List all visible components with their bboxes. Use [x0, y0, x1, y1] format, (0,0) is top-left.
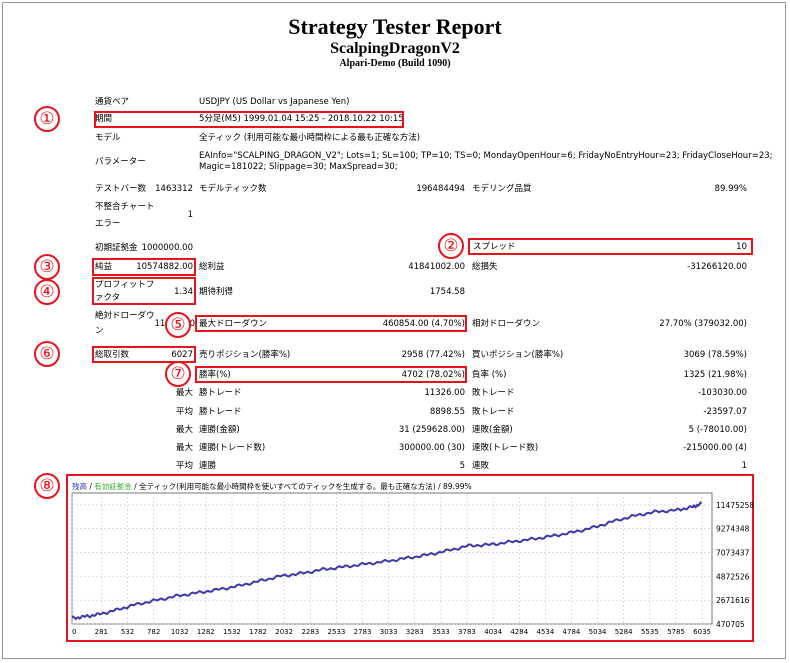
- max-cons-label-2: 最大: [175, 443, 193, 453]
- deposit-value: 1000000.00: [141, 243, 193, 253]
- highlight-total-trades: [92, 346, 196, 363]
- marker-8: ⑧: [34, 473, 60, 499]
- symbol-value: USDJPY (US Dollar vs Japanese Yen): [199, 97, 350, 107]
- model-value: 全ティック (利用可能な最小時間枠による最も正確な方法): [199, 133, 421, 143]
- marker-6: ⑥: [34, 341, 60, 367]
- max-dd-label: 最大ドローダウン: [199, 319, 268, 329]
- pf-label-1: プロフィットフ: [95, 280, 155, 290]
- pf-label-2: ァクタ: [95, 293, 121, 303]
- avg-cons-wins-label: 連勝: [199, 461, 217, 471]
- avg-loss-label: 敗トレード: [472, 407, 515, 417]
- highlight-win-rate: [195, 366, 467, 383]
- total-trades-label: 総取引数: [95, 350, 130, 360]
- params-value-line2: Magic=181022; Slippage=30; MaxSpread=30;: [199, 162, 398, 172]
- marker-4: ④: [34, 279, 60, 305]
- average-label: 平均: [175, 407, 193, 417]
- max-dd-value: 460854.00 (4.70%): [382, 319, 465, 329]
- short-value: 2958 (77.42%): [401, 350, 465, 360]
- expected-payoff-value: 1754.58: [429, 287, 465, 297]
- avg-win-value: 8898.55: [429, 407, 465, 417]
- net-value: 10574882.00: [136, 262, 193, 272]
- params-label: パラメーター: [95, 157, 146, 167]
- loss-rate-value: 1325 (21.98%): [683, 370, 747, 380]
- spread-value: 10: [736, 242, 747, 252]
- highlight-pf: [92, 277, 196, 305]
- largest-win-value: 11326.00: [424, 388, 465, 398]
- expected-payoff-label: 期待利得: [199, 287, 234, 297]
- bars-label: テストバー数: [95, 184, 147, 194]
- long-value: 3069 (78.59%): [683, 350, 747, 360]
- largest-label: 最大: [175, 388, 193, 398]
- marker-1: ①: [34, 106, 60, 132]
- cons-wins-label: 連勝(金額): [199, 425, 240, 435]
- highlight-spread: [468, 238, 753, 255]
- gross-profit-value: 41841002.00: [408, 262, 465, 272]
- params-value-line1: EAInfo="SCALPING_DRAGON_V2"; Lots=1; SL=…: [199, 151, 773, 161]
- gross-loss-label: 総損失: [472, 262, 498, 272]
- cons-losses-value: 5 (-78010.00): [688, 425, 747, 435]
- cons-profit-label: 連勝(トレード数): [199, 443, 266, 453]
- marker-2: ②: [438, 233, 464, 259]
- cons-loss-label: 連敗(トレード数): [472, 443, 539, 453]
- rel-dd-label: 相対ドローダウン: [472, 319, 541, 329]
- abs-dd-label-1: 絶対ドローダウ: [95, 311, 155, 321]
- largest-loss-value: -103030.00: [697, 388, 747, 398]
- largest-loss-label: 敗トレード: [472, 388, 515, 398]
- ticks-value: 196484494: [416, 184, 465, 194]
- long-label: 買いポジション(勝率%): [472, 350, 564, 360]
- avg-cons-wins-value: 5: [459, 461, 465, 471]
- short-label: 売りポジション(勝率%): [199, 350, 291, 360]
- chart-highlight: [66, 474, 754, 642]
- symbol-label: 通貨ペア: [95, 97, 130, 107]
- avg-cons-losses-value: 1: [741, 461, 747, 471]
- highlight-max-dd: [195, 315, 467, 332]
- marker-3: ③: [34, 254, 60, 280]
- cons-losses-label: 連敗(金額): [472, 425, 513, 435]
- mismatch-label-1: 不整合チャート: [95, 202, 155, 212]
- net-label: 純益: [95, 262, 113, 272]
- period-value: 5分足(M5) 1999.01.04 15:25 - 2018.10.22 10…: [199, 114, 404, 124]
- cons-profit-value: 300000.00 (30): [398, 443, 465, 453]
- win-rate-value: 4702 (78.02%): [401, 370, 465, 380]
- pf-value: 1.34: [174, 287, 193, 297]
- cons-loss-value: -215000.00 (4): [683, 443, 747, 453]
- highlight-net: [92, 258, 196, 276]
- cons-wins-value: 31 (259628.00): [398, 425, 465, 435]
- max-cons-label-1: 最大: [175, 425, 193, 435]
- quality-value: 89.99%: [714, 184, 747, 194]
- total-trades-value: 6027: [171, 350, 193, 360]
- avg-loss-value: -23597.07: [703, 407, 747, 417]
- report-title: Strategy Tester Report: [288, 14, 502, 39]
- gross-profit-label: 総利益: [199, 262, 225, 272]
- abs-dd-label-2: ン: [95, 326, 104, 336]
- avg-cons-losses-label: 連敗: [472, 461, 490, 471]
- rel-dd-value: 27.70% (379032.00): [659, 319, 747, 329]
- spread-label: スプレッド: [473, 242, 516, 252]
- largest-win-label: 勝トレード: [199, 388, 242, 398]
- loss-rate-label: 負率 (%): [472, 370, 507, 380]
- mismatch-value: 1: [187, 210, 193, 220]
- marker-5: ⑤: [165, 312, 191, 338]
- bars-value: 1463312: [155, 184, 193, 194]
- model-label: モデル: [95, 133, 121, 143]
- gross-loss-value: -31266120.00: [687, 262, 747, 272]
- ticks-label: モデルティック数: [199, 184, 267, 194]
- deposit-label: 初期証拠金: [95, 243, 138, 253]
- mismatch-label-2: エラー: [95, 219, 121, 229]
- quality-label: モデリング品質: [472, 184, 532, 194]
- period-label: 期間: [95, 114, 113, 124]
- marker-7: ⑦: [165, 361, 191, 387]
- highlight-period: [94, 111, 404, 128]
- win-rate-label: 勝率(%): [199, 370, 231, 380]
- avg-cons-label: 平均: [175, 461, 193, 471]
- server-name: Alpari-Demo (Build 1090): [339, 58, 451, 69]
- ea-name: ScalpingDragonV2: [330, 40, 460, 57]
- avg-win-label: 勝トレード: [199, 407, 242, 417]
